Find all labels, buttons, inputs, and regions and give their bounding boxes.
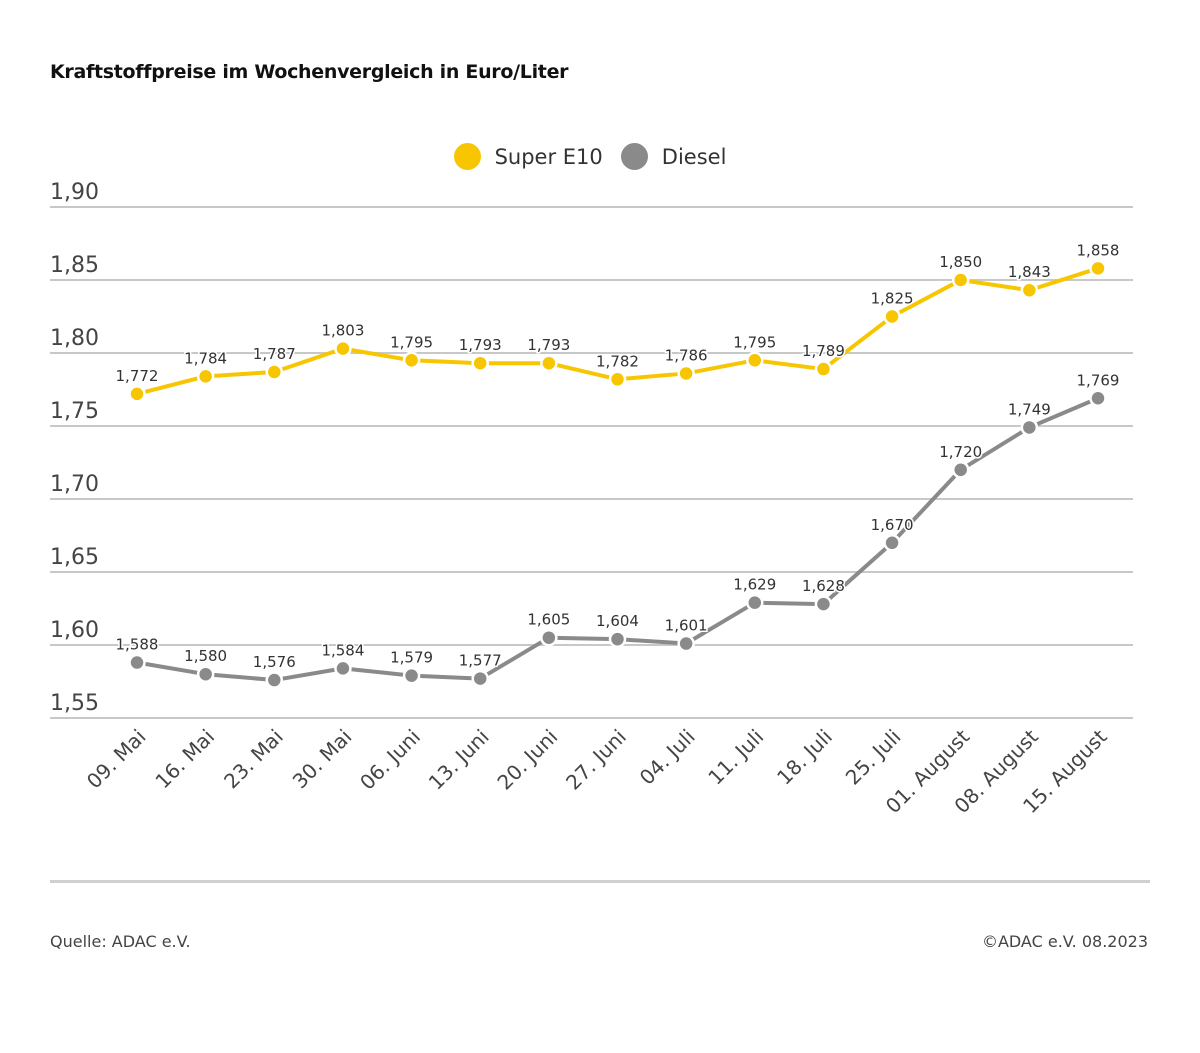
data-point-diesel — [814, 595, 833, 613]
x-tick-label: 25. Juli — [841, 725, 906, 790]
data-point-super-e10 — [814, 360, 833, 378]
data-label-diesel: 1,601 — [665, 617, 708, 635]
data-label-diesel: 1,588 — [116, 636, 159, 654]
x-tick-label: 13. Juni — [424, 725, 494, 795]
data-label-super-e10: 1,787 — [253, 345, 296, 363]
data-point-super-e10 — [608, 370, 627, 389]
x-tick-label: 09. Mai — [82, 725, 151, 794]
data-label-diesel: 1,604 — [596, 612, 639, 630]
x-tick-label: 27. Juni — [561, 725, 631, 795]
data-point-super-e10 — [265, 363, 284, 381]
data-label-super-e10: 1,825 — [871, 290, 914, 308]
data-point-super-e10 — [471, 354, 489, 372]
data-label-super-e10: 1,772 — [116, 367, 159, 385]
chart-title: Kraftstoffpreise im Wochenvergleich in E… — [50, 61, 569, 83]
data-point-diesel — [471, 669, 489, 688]
y-tick-label: 1,80 — [50, 326, 99, 351]
data-point-diesel — [677, 634, 695, 653]
data-label-diesel: 1,629 — [733, 576, 776, 594]
data-point-super-e10 — [951, 271, 970, 289]
x-tick-label: 18. Juli — [772, 725, 837, 790]
data-label-super-e10: 1,793 — [527, 336, 570, 354]
data-label-diesel: 1,628 — [802, 577, 845, 595]
data-label-super-e10: 1,795 — [733, 333, 776, 351]
data-point-super-e10 — [334, 339, 352, 358]
x-tick-label: 23. Mai — [219, 725, 288, 794]
data-label-diesel: 1,605 — [527, 611, 570, 629]
data-point-super-e10 — [402, 351, 421, 370]
data-label-diesel: 1,720 — [939, 443, 982, 461]
legend-item-super-e10: Super E10 — [453, 143, 603, 170]
y-tick-label: 1,70 — [50, 472, 99, 497]
data-label-diesel: 1,670 — [871, 516, 914, 534]
legend-label-super-e10: Super E10 — [494, 144, 603, 169]
legend-label-diesel: Diesel — [661, 144, 727, 169]
legend-marker-diesel — [620, 143, 648, 170]
y-tick-label: 1,60 — [50, 618, 99, 643]
data-label-diesel: 1,577 — [459, 652, 502, 670]
data-label-diesel: 1,576 — [253, 653, 296, 671]
legend: Super E10 Diesel — [0, 143, 1180, 170]
data-point-super-e10 — [1020, 281, 1039, 299]
data-label-super-e10: 1,803 — [321, 322, 364, 340]
data-label-diesel: 1,749 — [1008, 400, 1051, 418]
data-point-diesel — [334, 659, 352, 678]
data-point-diesel — [540, 628, 558, 647]
y-tick-label: 1,75 — [50, 399, 99, 424]
data-label-diesel: 1,769 — [1077, 371, 1120, 389]
data-label-diesel: 1,580 — [184, 647, 227, 665]
data-point-diesel — [1089, 389, 1107, 408]
legend-marker-super-e10 — [453, 143, 481, 170]
y-tick-label: 1,90 — [50, 180, 99, 205]
data-label-super-e10: 1,782 — [596, 352, 639, 370]
data-point-diesel — [128, 653, 146, 672]
data-point-diesel — [951, 461, 970, 479]
data-point-super-e10 — [540, 354, 558, 372]
x-tick-label: 16. Mai — [150, 725, 219, 794]
data-point-diesel — [1020, 418, 1039, 437]
data-point-super-e10 — [128, 385, 146, 403]
data-point-super-e10 — [196, 367, 215, 386]
legend-item-diesel: Diesel — [620, 143, 727, 170]
data-point-super-e10 — [677, 364, 695, 383]
data-label-super-e10: 1,858 — [1077, 241, 1120, 259]
data-label-super-e10: 1,789 — [802, 342, 845, 360]
y-tick-label: 1,55 — [50, 691, 99, 716]
data-point-diesel — [608, 630, 627, 648]
x-tick-label: 30. Mai — [288, 725, 357, 794]
x-tick-label: 11. Juli — [703, 725, 768, 790]
data-point-diesel — [265, 671, 284, 689]
data-label-diesel: 1,584 — [321, 641, 364, 659]
data-label-super-e10: 1,795 — [390, 333, 433, 351]
copyright-note: ©ADAC e.V. 08.2023 — [981, 932, 1148, 951]
data-label-super-e10: 1,793 — [459, 336, 502, 354]
data-point-diesel — [402, 666, 421, 685]
data-label-super-e10: 1,843 — [1008, 263, 1051, 281]
x-tick-label: 06. Juni — [355, 725, 425, 795]
data-label-super-e10: 1,786 — [665, 346, 708, 364]
data-point-super-e10 — [746, 351, 764, 370]
data-point-super-e10 — [1089, 259, 1107, 278]
source-note: Quelle: ADAC e.V. — [50, 932, 191, 951]
x-tick-label: 04. Juli — [635, 725, 700, 790]
data-label-diesel: 1,579 — [390, 649, 433, 667]
data-point-diesel — [196, 665, 215, 683]
y-tick-label: 1,65 — [50, 545, 99, 570]
data-point-diesel — [883, 534, 901, 552]
data-label-super-e10: 1,850 — [939, 253, 982, 271]
x-tick-label: 20. Juni — [492, 725, 562, 795]
footer-divider — [50, 880, 1150, 883]
y-tick-label: 1,85 — [50, 253, 99, 278]
data-point-diesel — [746, 593, 764, 612]
data-label-super-e10: 1,784 — [184, 349, 227, 367]
data-point-super-e10 — [883, 307, 901, 326]
